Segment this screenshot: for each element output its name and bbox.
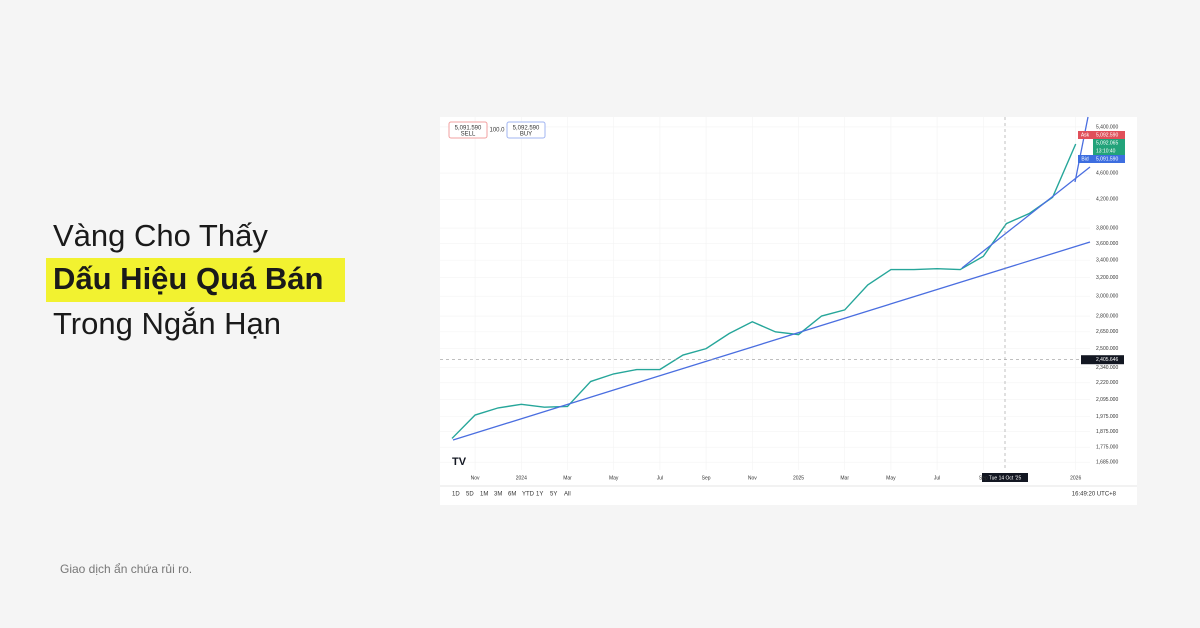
bid-price: 5,091.590 <box>1096 156 1118 162</box>
trend-line <box>961 166 1091 269</box>
y-tick-label: 3,400.000 <box>1096 257 1118 263</box>
y-tick-label: 3,800.000 <box>1096 225 1118 231</box>
y-tick-label: 1,685.000 <box>1096 460 1118 466</box>
y-tick-label: 2,800.000 <box>1096 313 1118 319</box>
buy-price: 5,092.590 <box>513 126 540 132</box>
logo: TV <box>452 456 467 468</box>
x-tick-label: 2024 <box>516 475 527 481</box>
crosshair-price-tag <box>1081 355 1124 365</box>
y-tick-label: 4,200.000 <box>1096 197 1118 203</box>
y-tick-label: 2,220.000 <box>1096 380 1118 386</box>
bid-price-tag <box>1093 155 1125 163</box>
headline-highlight: Dấu Hiệu Quá Bán <box>53 261 323 296</box>
footer: Giao dịch ẩn chứa rủi ro. <box>60 562 192 576</box>
y-tick-label: 1,975.000 <box>1096 414 1118 420</box>
x-tick-label: May <box>609 475 619 481</box>
y-tick-label: 3,600.000 <box>1096 241 1118 247</box>
y-tick-label: 1,775.000 <box>1096 445 1118 451</box>
range-button[interactable]: 3M <box>494 492 502 498</box>
range-button[interactable]: YTD <box>522 492 535 498</box>
buy-label: BUY <box>520 132 532 138</box>
plot <box>440 117 1090 470</box>
y-tick-label: 3,000.000 <box>1096 293 1118 299</box>
clock: 16:49:20 UTC+8 <box>1072 492 1117 498</box>
y-tick-label: 2,650.000 <box>1096 329 1118 335</box>
range-button[interactable]: 6M <box>508 492 516 498</box>
trend-line <box>452 241 1091 441</box>
price-line <box>451 143 1077 439</box>
countdown: 13:10:40 <box>1096 148 1116 154</box>
y-tick-label: 2,340.000 <box>1096 365 1118 371</box>
last-price-tag <box>1093 139 1125 155</box>
x-tick-label: 2026 <box>1070 475 1081 481</box>
ask-tag-label: Ask <box>1081 132 1090 138</box>
sell-box[interactable] <box>448 121 488 139</box>
chart-panel <box>440 117 1137 505</box>
range-button[interactable]: All <box>564 492 571 498</box>
ask-price-tag <box>1093 131 1125 139</box>
sell-label: SELL <box>461 132 476 138</box>
ask-price: 5,092.590 <box>1096 132 1118 138</box>
crosshair-date-tag <box>982 473 1028 482</box>
sell-price: 5,091.590 <box>455 126 482 132</box>
x-tick-label: Sep <box>979 475 988 481</box>
range-button[interactable]: 1M <box>480 492 488 498</box>
headline-line: Trong Ngắn Hạn <box>53 306 281 341</box>
y-tick-label: 5,400.000 <box>1096 124 1118 130</box>
last-price: 5,092.065 <box>1096 140 1118 146</box>
spread: 100.0 <box>489 128 505 134</box>
highlight <box>46 258 345 302</box>
bid-tag <box>1078 155 1093 163</box>
x-tick-label: Nov <box>748 475 757 481</box>
range-button[interactable]: 1Y <box>536 492 543 498</box>
x-tick-label: May <box>886 475 896 481</box>
range-button[interactable]: 1D <box>452 492 460 498</box>
x-tick-label: Mar <box>840 475 849 481</box>
ask-tag <box>1078 131 1093 139</box>
x-tick-label: Jul <box>657 475 663 481</box>
y-tick-label: 4,600.000 <box>1096 170 1118 176</box>
x-tick-label: Jul <box>934 475 940 481</box>
crosshair-date: Tue 14 Oct '25 <box>989 475 1022 481</box>
y-tick-label: 2,500.000 <box>1096 346 1118 352</box>
trend-line <box>1074 116 1089 183</box>
bid-tag-label: Bid <box>1081 156 1088 162</box>
y-tick-label: 2,095.000 <box>1096 397 1118 403</box>
headline-line: Vàng Cho Thấy <box>53 218 268 253</box>
buy-box[interactable] <box>506 121 546 139</box>
x-tick-label: Mar <box>563 475 572 481</box>
range-button[interactable]: 5Y <box>550 492 557 498</box>
range-button[interactable]: 5D <box>466 492 474 498</box>
y-tick-label: 3,200.000 <box>1096 275 1118 281</box>
crosshair-price: 2,405.646 <box>1096 357 1118 363</box>
x-tick-label: Sep <box>702 475 711 481</box>
y-tick-label: 1,875.000 <box>1096 429 1118 435</box>
x-tick-label: 2025 <box>793 475 804 481</box>
x-tick-label: Nov <box>471 475 480 481</box>
